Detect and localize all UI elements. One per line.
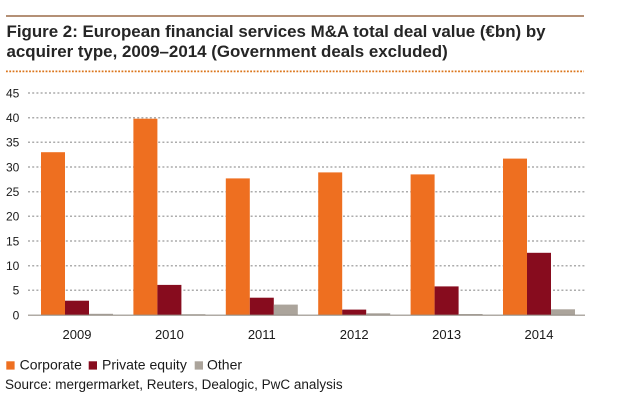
svg-text:2009: 2009 xyxy=(63,327,92,342)
svg-text:2010: 2010 xyxy=(155,327,184,342)
svg-text:2013: 2013 xyxy=(432,327,461,342)
svg-text:20: 20 xyxy=(6,210,20,224)
svg-text:Corporate: Corporate xyxy=(20,357,82,373)
svg-text:10: 10 xyxy=(6,259,20,273)
svg-text:5: 5 xyxy=(13,284,20,298)
svg-text:40: 40 xyxy=(6,111,20,125)
svg-text:45: 45 xyxy=(6,86,20,100)
svg-text:2011: 2011 xyxy=(248,327,276,342)
svg-text:Other: Other xyxy=(207,357,242,373)
svg-text:acquirer type, 2009–2014 (Gove: acquirer type, 2009–2014 (Government dea… xyxy=(7,42,448,61)
svg-text:2012: 2012 xyxy=(340,327,369,342)
svg-text:30: 30 xyxy=(6,160,20,174)
svg-text:Source: mergermarket, Reuters,: Source: mergermarket, Reuters, Dealogic,… xyxy=(5,377,343,392)
svg-text:Private equity: Private equity xyxy=(102,357,187,373)
svg-text:2014: 2014 xyxy=(525,327,554,342)
svg-text:35: 35 xyxy=(6,136,20,150)
svg-text:25: 25 xyxy=(6,185,20,199)
svg-text:0: 0 xyxy=(13,308,20,322)
svg-text:15: 15 xyxy=(6,234,20,248)
svg-text:Figure 2: European financial s: Figure 2: European financial services M&… xyxy=(7,22,547,41)
